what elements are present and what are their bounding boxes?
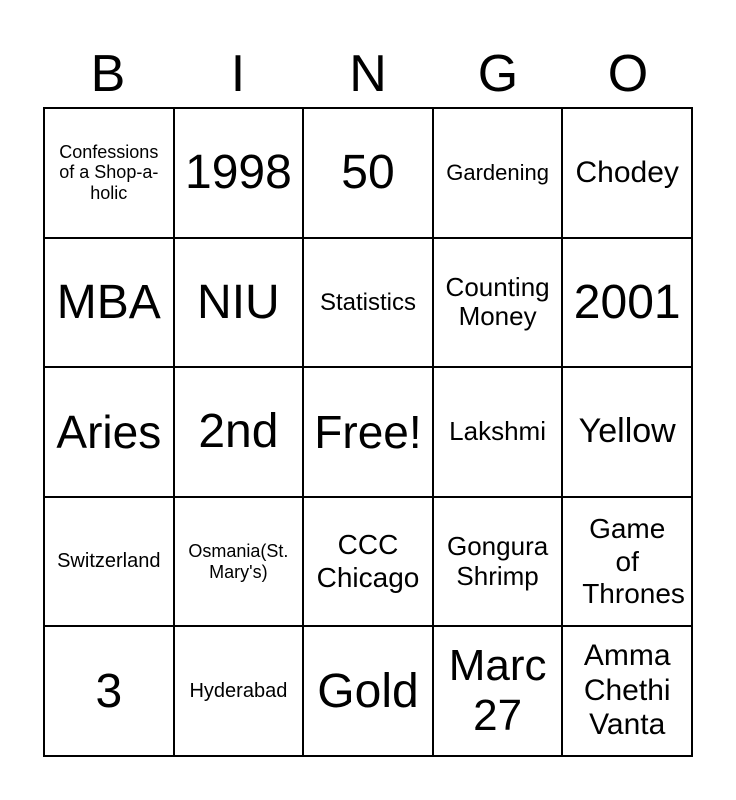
cell-text: 1998 [185,146,292,200]
bingo-cell[interactable]: Free! [303,367,433,497]
cell-text: Switzerland [57,550,161,573]
bingo-cell[interactable]: Lakshmi [432,367,563,497]
bingo-cell[interactable]: Gardening [432,108,563,238]
cell-text: MBA [56,275,161,329]
cell-text: Yellow [578,412,676,451]
header-letter-g: G [477,45,519,103]
cell-text: 2001 [573,275,681,329]
cell-text: Osmania(St. Mary's) [188,540,289,582]
header-letter-b: B [90,45,126,103]
bingo-cell[interactable]: Gongura Shrimp [432,496,563,627]
bingo-cell[interactable]: Counting Money [432,237,563,368]
cell-text: Statistics [319,288,416,316]
bingo-cell[interactable]: CCC Chicago [303,496,433,627]
header-letter-n: N [349,45,387,103]
cell-text: Confessions of a Shop-a-holic [59,141,159,204]
cell-text: Counting Money [445,271,550,332]
bingo-cell[interactable]: Aries [44,367,174,497]
cell-text: 3 [95,664,123,718]
cell-text: Gongura Shrimp [447,530,549,591]
cell-text: CCC Chicago [316,529,420,593]
cell-text: 2nd [198,405,279,459]
bingo-cell[interactable]: 50 [303,108,433,238]
bingo-cell[interactable]: Statistics [303,237,433,368]
cell-text: Aries [56,405,162,458]
header-letter-o: O [607,45,649,103]
bingo-cell[interactable]: Switzerland [44,496,174,627]
bingo-cell[interactable]: Amma Chethi Vanta [562,626,692,756]
cell-text: Gold [317,664,419,718]
cell-text: NIU [197,275,280,329]
bingo-cell[interactable]: 2001 [562,237,692,368]
bingo-grid: Confessions of a Shop-a-holic 1998 50 Garde… [43,107,693,757]
cell-text: Marc 27 [448,640,547,741]
bingo-cell[interactable]: 3 [44,626,174,756]
bingo-cell[interactable]: 1998 [173,108,304,238]
bingo-cell[interactable]: 2nd [173,367,304,497]
bingo-cell[interactable]: Osmania(St. Mary's) [173,496,304,627]
cell-text: Free! [314,405,422,458]
bingo-cell[interactable]: Marc 27 [432,626,563,756]
bingo-header: B I N G O [43,40,693,108]
bingo-cell[interactable]: Game of Thrones [562,496,692,627]
bingo-cell[interactable]: Confessions of a Shop-a-holic [44,108,174,238]
cell-text: Game of Thrones [582,513,685,609]
bingo-cell[interactable]: Yellow [562,367,692,497]
cell-text: Amma Chethi Vanta [583,639,671,742]
cell-text: Gardening [446,160,549,186]
bingo-cell[interactable]: Hyderabad [173,626,304,756]
header-letter-i: I [230,45,246,103]
cell-text: Lakshmi [449,416,546,447]
bingo-cell[interactable]: Gold [303,626,433,756]
bingo-cell[interactable]: NIU [173,237,304,368]
cell-text: Chodey [575,155,679,189]
cell-text: 50 [341,146,395,200]
bingo-cell[interactable]: Chodey [562,108,692,238]
cell-text: Hyderabad [189,679,288,702]
bingo-cell[interactable]: MBA [44,237,174,368]
